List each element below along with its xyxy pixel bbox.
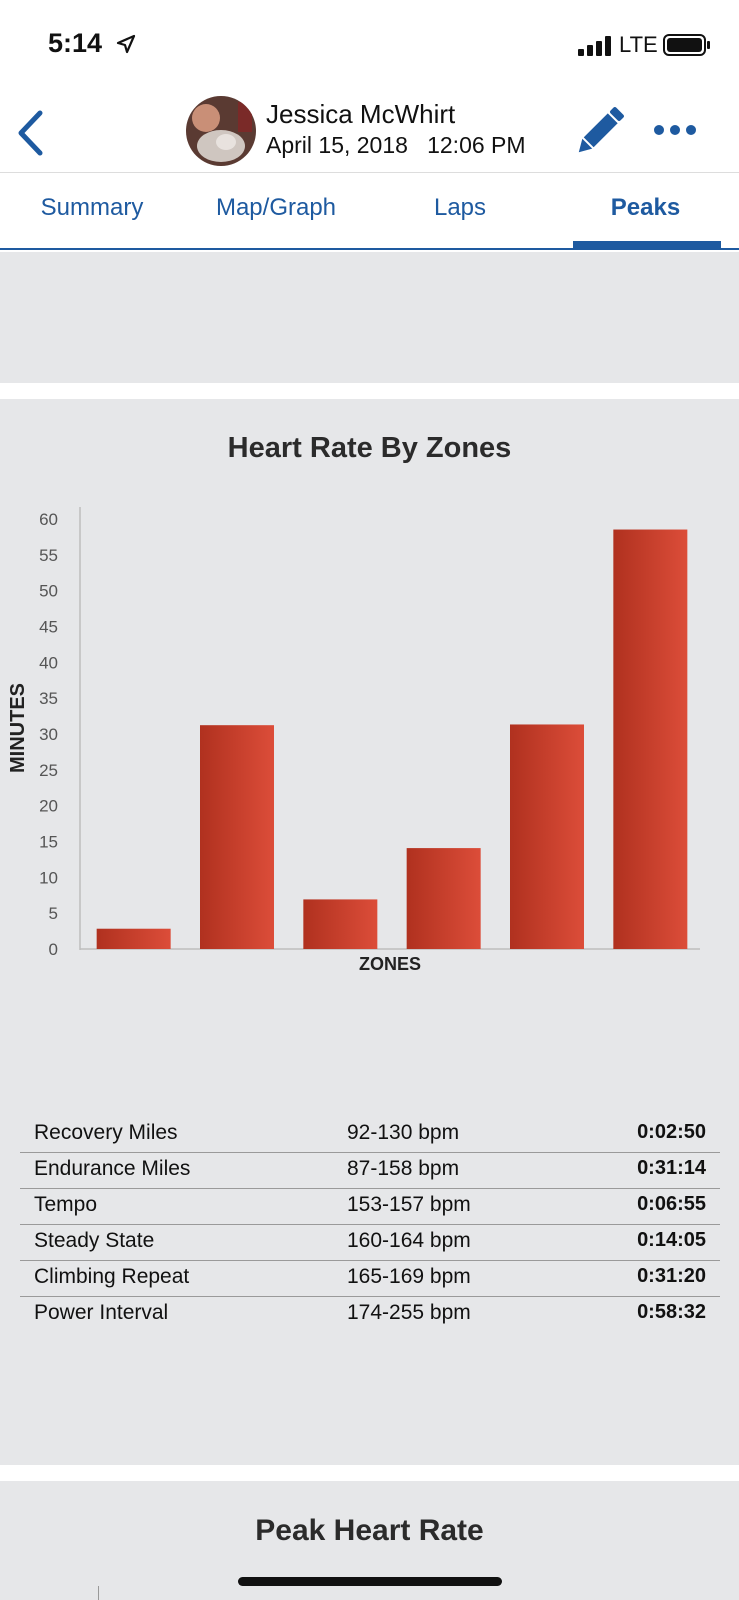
y-tick-label: 0 [49, 940, 58, 959]
bar-recovery-miles[interactable] [96, 928, 171, 949]
zone-duration: 0:14:05 [637, 1229, 706, 1251]
bar-climbing-repeat[interactable] [510, 724, 584, 949]
signal-icon [578, 36, 611, 56]
y-tick-label: 10 [39, 868, 58, 887]
home-indicator[interactable] [238, 1577, 502, 1586]
zone-row: Recovery Miles 92-130 bpm 0:02:50 [20, 1117, 720, 1153]
peak-chart-axis [98, 1586, 99, 1600]
location-arrow-icon [116, 34, 136, 54]
y-tick-label: 20 [39, 797, 58, 816]
zone-row: Power Interval 174-255 bpm 0:58:32 [20, 1297, 720, 1332]
zones-table: Recovery Miles 92-130 bpm 0:02:50 Endurance… [20, 1117, 720, 1332]
zone-row: Climbing Repeat 165-169 bpm 0:31:20 [20, 1261, 720, 1297]
zone-row: Tempo 153-157 bpm 0:06:55 [20, 1189, 720, 1225]
heart-rate-bar-chart: 0 5 10 15 20 25 30 35 40 45 50 55 60 MINUTES ZONES [7, 507, 700, 974]
zone-name: Tempo [34, 1193, 98, 1216]
tab-map-graph[interactable]: Map/Graph [215, 194, 337, 221]
tab-peaks[interactable]: Peaks [610, 194, 681, 221]
zone-bpm-range: 87-158 bpm [347, 1157, 460, 1180]
top-grey-band [0, 252, 739, 383]
y-tick-label: 45 [39, 618, 58, 637]
bar-tempo[interactable] [303, 899, 378, 949]
zone-name: Climbing Repeat [34, 1265, 190, 1288]
zone-name: Steady State [34, 1229, 155, 1252]
tab-summary[interactable]: Summary [40, 194, 144, 221]
zone-bpm-range: 160-164 bpm [347, 1229, 471, 1252]
active-tab-indicator [573, 241, 721, 249]
activity-datetime: April 15, 2018 12:06 PM [266, 132, 526, 158]
y-tick-label: 25 [39, 761, 58, 780]
zone-name: Power Interval [34, 1301, 169, 1324]
zone-row: Steady State 160-164 bpm 0:14:05 [20, 1225, 720, 1261]
chart-title: Heart Rate By Zones [227, 432, 512, 464]
tab-laps[interactable]: Laps [433, 194, 487, 221]
y-tick-label: 40 [39, 653, 58, 672]
zone-duration: 0:31:20 [637, 1265, 706, 1287]
zone-bpm-range: 165-169 bpm [347, 1265, 471, 1288]
zone-bpm-range: 153-157 bpm [347, 1193, 471, 1216]
status-time: 5:14 [48, 28, 103, 58]
y-tick-label: 55 [39, 546, 58, 565]
y-tick-label: 60 [39, 510, 58, 529]
zone-row: Endurance Miles 87-158 bpm 0:31:14 [20, 1153, 720, 1189]
zone-name: Recovery Miles [34, 1121, 178, 1144]
activity-header: Jessica McWhirt April 15, 2018 12:06 PM [0, 90, 739, 172]
bar-steady-state[interactable] [406, 848, 481, 949]
zone-bpm-range: 92-130 bpm [347, 1121, 460, 1144]
battery-icon [663, 34, 710, 56]
zone-bpm-range: 174-255 bpm [347, 1301, 471, 1324]
zone-duration: 0:06:55 [637, 1193, 706, 1215]
back-chevron-icon[interactable] [12, 108, 52, 158]
y-tick-label: 5 [49, 904, 58, 923]
user-name: Jessica McWhirt [266, 99, 456, 129]
zone-duration: 0:02:50 [637, 1121, 706, 1143]
zone-name: Endurance Miles [34, 1157, 191, 1180]
tab-bar: Summary Map/Graph Laps Peaks [0, 172, 739, 250]
y-tick-label: 15 [39, 833, 58, 852]
zone-duration: 0:31:14 [637, 1157, 706, 1179]
bar-power-interval[interactable] [613, 529, 688, 949]
bar-endurance-miles[interactable] [200, 725, 274, 949]
zone-duration: 0:58:32 [637, 1301, 706, 1323]
y-axis-label: MINUTES [7, 683, 29, 773]
status-bar: 5:14 LTE [0, 0, 739, 90]
peak-heart-rate-title: Peak Heart Rate [255, 1514, 484, 1547]
network-label: LTE [619, 32, 658, 57]
y-tick-label: 50 [39, 582, 58, 601]
y-tick-label: 35 [39, 689, 58, 708]
edit-pencil-icon[interactable] [574, 105, 626, 157]
more-options-icon[interactable] [652, 118, 698, 142]
avatar[interactable] [186, 96, 256, 166]
x-axis-label: ZONES [359, 954, 421, 974]
y-tick-label: 30 [39, 725, 58, 744]
